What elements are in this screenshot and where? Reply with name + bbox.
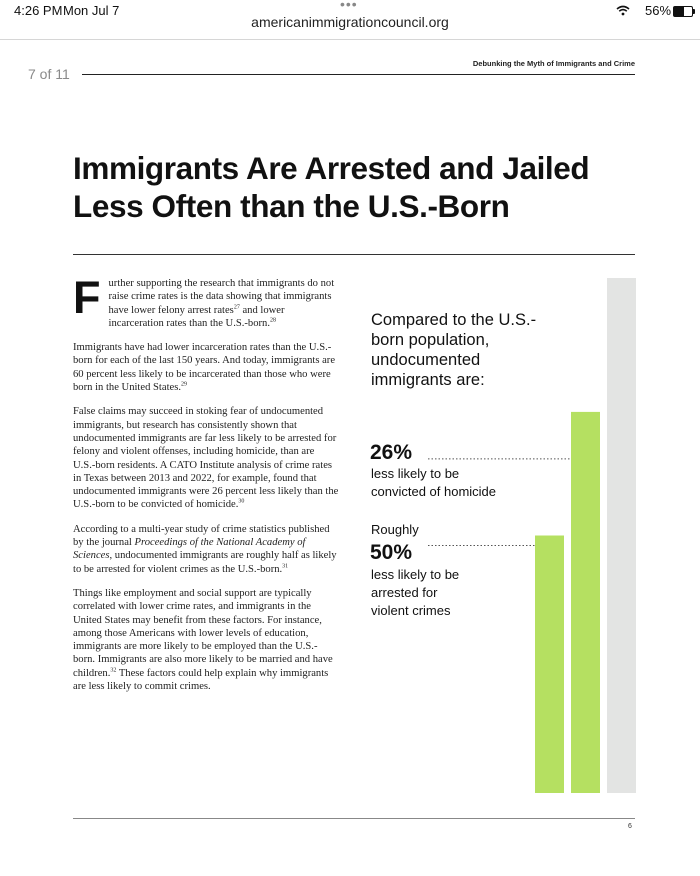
footnote-ref[interactable]: 30	[238, 498, 245, 505]
stat-homicide-label: less likely to be convicted of homicide	[371, 465, 536, 501]
browser-chrome-divider	[0, 39, 700, 40]
paragraph-5: Things like employment and social suppor…	[73, 587, 339, 693]
paragraph-3-text: False claims may succeed in stoking fear…	[73, 406, 339, 511]
title-rule	[73, 254, 635, 255]
page-number: 6	[628, 823, 632, 830]
stat-homicide-label-line: convicted of homicide	[371, 484, 497, 499]
paragraph-2-text: Immigrants have had lower incarceration …	[73, 342, 336, 394]
footnote-ref[interactable]: 31	[282, 563, 289, 570]
stat-violent-label: less likely to be arrested for violent c…	[371, 566, 536, 620]
footnote-ref[interactable]: 27	[233, 304, 240, 311]
stat-violent-value: 50%	[370, 541, 413, 564]
footer-rule	[73, 818, 635, 819]
stat-violent-label-line: less likely to be	[371, 567, 460, 582]
paragraph-4-text-a: According to a multi-year study of crime…	[73, 523, 330, 549]
stat-homicide-value: 26%	[370, 441, 413, 464]
paragraph-3: False claims may succeed in stoking fear…	[73, 405, 339, 511]
page-counter: 7 of 11	[28, 66, 70, 82]
stat-violent-label-line: violent crimes	[371, 603, 451, 618]
footnote-ref[interactable]: 32	[110, 667, 117, 674]
paragraph-5-text-a: Things like employment and social suppor…	[73, 587, 333, 679]
title-line-1: Immigrants Are Arrested and Jailed	[73, 150, 590, 186]
status-bar: 4:26 PM Mon Jul 7 ••• 56%	[0, 0, 700, 22]
paragraph-1-text-b: and lower incarceration rates than the U…	[108, 304, 285, 329]
status-date: Mon Jul 7	[63, 3, 120, 18]
bar-homicide	[571, 411, 600, 793]
bar-us-born	[607, 278, 636, 793]
paragraph-1-text: urther supporting the research that immi…	[108, 278, 335, 316]
header-rule	[82, 74, 635, 75]
chart-title: Compared to the U.S.-born population, un…	[371, 311, 537, 389]
footnote-ref[interactable]: 29	[180, 381, 187, 388]
bar-violent-crime	[535, 535, 564, 793]
running-header: Debunking the Myth of Immigrants and Cri…	[472, 59, 635, 68]
battery-icon	[673, 6, 695, 17]
stat-violent-pre: Roughly	[371, 522, 419, 537]
drop-cap: F	[73, 272, 101, 323]
paragraph-4-text-b: , undocumented immigrants are roughly ha…	[73, 550, 337, 575]
status-time: 4:26 PM	[14, 3, 63, 18]
paragraph-4: According to a multi-year study of crime…	[73, 523, 339, 576]
multitasking-dots[interactable]: •••	[340, 0, 358, 12]
paragraph-2: Immigrants have had lower incarceration …	[73, 341, 339, 394]
footnote-ref[interactable]: 28	[270, 317, 276, 324]
paragraph-5-text-b: These factors could help explain why imm…	[73, 667, 329, 693]
page-title: Immigrants Are Arrested and Jailed Less …	[73, 149, 643, 225]
url-bar[interactable]: americanimmigrationcouncil.org	[251, 14, 449, 30]
stat-homicide-label-line: less likely to be	[371, 466, 460, 481]
title-line-2: Less Often than the U.S.-Born	[73, 188, 510, 224]
wifi-icon	[616, 4, 630, 19]
battery-percent: 56%	[645, 3, 672, 18]
stat-violent-label-line: arrested for	[371, 585, 438, 600]
journal-name: Proceedings of the National Academy of S…	[73, 537, 306, 562]
